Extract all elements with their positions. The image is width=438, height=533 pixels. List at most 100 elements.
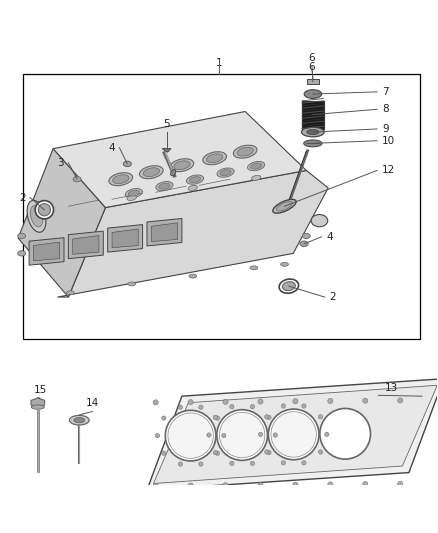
Polygon shape <box>68 231 103 259</box>
Bar <box>22 75 420 338</box>
Ellipse shape <box>31 405 44 409</box>
Circle shape <box>265 450 269 454</box>
Polygon shape <box>151 223 177 241</box>
Ellipse shape <box>273 199 296 213</box>
Ellipse shape <box>30 206 42 227</box>
Ellipse shape <box>143 168 159 176</box>
Ellipse shape <box>67 290 74 295</box>
Circle shape <box>320 408 371 459</box>
Circle shape <box>293 482 298 487</box>
Circle shape <box>398 481 403 487</box>
Circle shape <box>271 411 316 457</box>
Bar <box>307 79 319 84</box>
Circle shape <box>153 483 158 488</box>
Text: 2: 2 <box>329 292 336 302</box>
Circle shape <box>153 400 158 405</box>
Polygon shape <box>147 379 438 490</box>
Ellipse shape <box>170 169 176 176</box>
Ellipse shape <box>38 204 50 216</box>
Text: 7: 7 <box>382 87 389 97</box>
Ellipse shape <box>35 200 53 219</box>
Circle shape <box>250 405 254 409</box>
Ellipse shape <box>247 161 265 171</box>
Ellipse shape <box>170 159 194 172</box>
Ellipse shape <box>233 145 257 158</box>
Ellipse shape <box>125 189 142 198</box>
Ellipse shape <box>140 166 163 179</box>
Text: 2: 2 <box>19 192 25 203</box>
Circle shape <box>267 450 271 455</box>
Circle shape <box>188 400 193 405</box>
Ellipse shape <box>74 417 85 423</box>
Circle shape <box>258 399 263 404</box>
Text: 5: 5 <box>163 118 170 128</box>
Ellipse shape <box>206 154 223 163</box>
Text: 10: 10 <box>382 136 396 146</box>
Circle shape <box>215 451 219 455</box>
Circle shape <box>328 482 333 487</box>
Polygon shape <box>31 398 45 407</box>
Circle shape <box>217 410 268 461</box>
Circle shape <box>222 433 226 438</box>
Ellipse shape <box>128 190 139 196</box>
Circle shape <box>199 462 203 466</box>
Text: 8: 8 <box>382 104 389 114</box>
Circle shape <box>230 461 234 466</box>
Ellipse shape <box>279 279 299 293</box>
Ellipse shape <box>189 176 201 183</box>
Polygon shape <box>53 111 306 207</box>
Circle shape <box>213 450 218 455</box>
Circle shape <box>258 432 263 437</box>
Circle shape <box>155 433 159 438</box>
Ellipse shape <box>283 282 295 290</box>
Circle shape <box>267 415 271 419</box>
Ellipse shape <box>251 175 261 180</box>
Ellipse shape <box>27 200 46 232</box>
Ellipse shape <box>281 262 288 266</box>
Circle shape <box>213 415 218 419</box>
Text: 13: 13 <box>385 383 398 393</box>
Text: 15: 15 <box>33 385 46 395</box>
Ellipse shape <box>220 169 231 176</box>
Ellipse shape <box>156 182 173 191</box>
Polygon shape <box>29 238 64 265</box>
Ellipse shape <box>18 251 25 256</box>
Ellipse shape <box>18 233 25 239</box>
Polygon shape <box>147 219 182 246</box>
Circle shape <box>162 416 166 421</box>
Ellipse shape <box>217 168 234 177</box>
Polygon shape <box>73 236 99 254</box>
Polygon shape <box>153 385 437 483</box>
Ellipse shape <box>307 130 319 135</box>
Ellipse shape <box>189 274 197 278</box>
Text: 12: 12 <box>382 165 396 175</box>
Text: 1: 1 <box>215 58 223 68</box>
Circle shape <box>302 461 306 465</box>
Circle shape <box>165 410 216 461</box>
Ellipse shape <box>159 183 170 189</box>
Ellipse shape <box>203 152 226 165</box>
Ellipse shape <box>174 161 190 169</box>
Circle shape <box>199 405 203 409</box>
Polygon shape <box>57 171 328 297</box>
Polygon shape <box>108 224 143 252</box>
Circle shape <box>215 416 219 421</box>
Ellipse shape <box>188 185 198 190</box>
Circle shape <box>207 433 211 437</box>
Circle shape <box>318 450 323 454</box>
Circle shape <box>363 481 368 487</box>
Ellipse shape <box>304 140 322 147</box>
Circle shape <box>265 415 269 419</box>
Ellipse shape <box>302 233 310 239</box>
Ellipse shape <box>113 175 129 183</box>
Text: 14: 14 <box>86 398 99 408</box>
Ellipse shape <box>301 127 324 137</box>
Polygon shape <box>112 229 138 248</box>
Circle shape <box>223 482 228 488</box>
Text: 4: 4 <box>327 232 333 242</box>
Circle shape <box>293 399 298 404</box>
Ellipse shape <box>70 415 89 425</box>
Ellipse shape <box>73 176 81 182</box>
Circle shape <box>398 398 403 403</box>
Ellipse shape <box>124 161 131 166</box>
